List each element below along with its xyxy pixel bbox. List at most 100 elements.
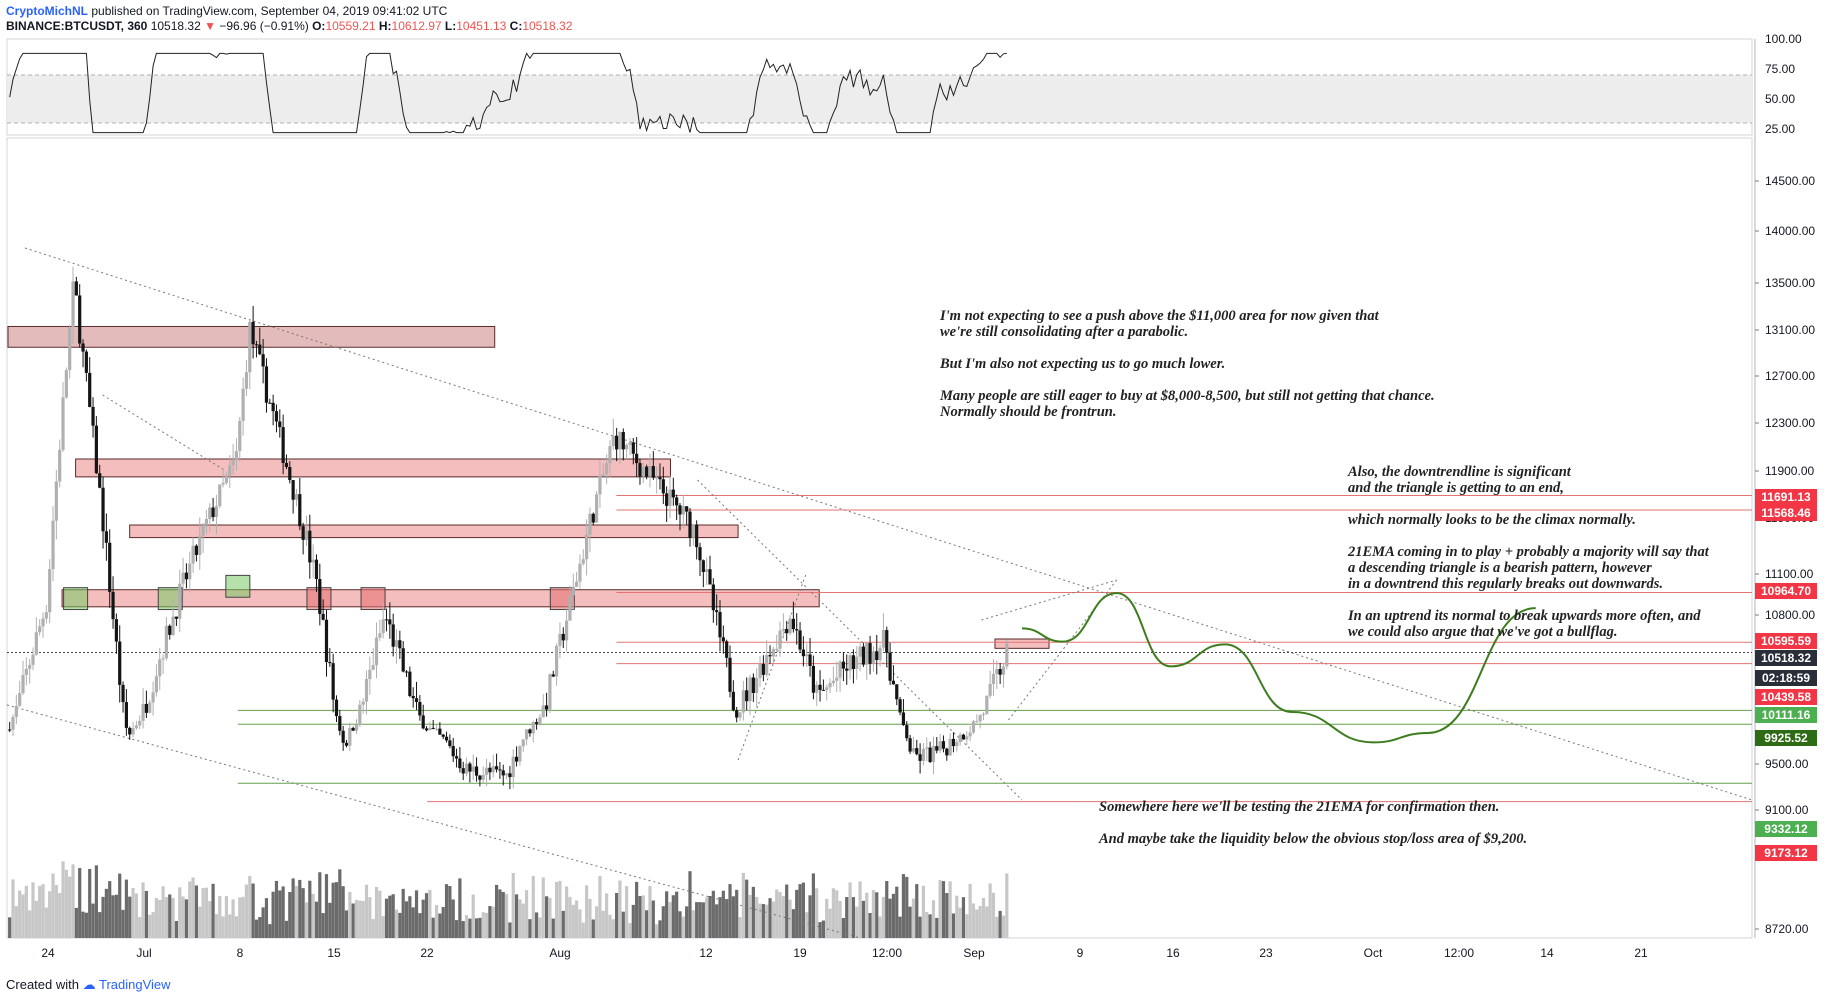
price-chart[interactable]: 100.00 75.00 50.00 25.00 I'm not expecting … <box>0 0 1828 970</box>
candle-body <box>775 648 779 650</box>
candle-body <box>895 684 899 700</box>
candle-body <box>528 729 532 734</box>
candle-body <box>334 699 339 717</box>
volume-bar <box>268 924 272 938</box>
resistance-zone <box>994 638 1050 649</box>
candle-body <box>725 641 729 658</box>
candle-body <box>705 569 709 573</box>
volume-bar <box>678 911 682 938</box>
candle-body <box>111 591 115 620</box>
candle-body <box>224 475 229 483</box>
rsi-tick-label: 50.00 <box>1765 92 1795 106</box>
candle-body <box>461 768 465 774</box>
volume-bar <box>918 916 922 938</box>
volume-bar <box>735 889 739 938</box>
candle-body <box>735 710 739 718</box>
x-tick-label: 9 <box>1077 946 1084 960</box>
volume-bar <box>234 916 239 938</box>
volume-bar <box>368 897 372 938</box>
candle-body <box>91 406 95 426</box>
candle-body <box>341 730 345 743</box>
candle-body <box>641 466 645 477</box>
volume-bar <box>351 903 355 938</box>
volume-bar <box>158 899 162 938</box>
volume-bar <box>261 907 265 938</box>
volume-bar <box>948 881 952 938</box>
x-tick-label: Sep <box>963 946 985 960</box>
volume-bar <box>414 890 419 938</box>
candle-body <box>691 524 695 538</box>
candle-body <box>424 728 429 731</box>
x-tick-label: Jul <box>136 946 151 960</box>
volume-bar <box>461 921 465 938</box>
volume-bar <box>11 879 15 938</box>
symbol-label[interactable]: BINANCE:BTCUSDT, 360 <box>6 19 148 33</box>
candle-body <box>791 618 795 630</box>
y-tick-label: 10800.00 <box>1765 608 1815 622</box>
created-with-label: Created with <box>6 977 79 992</box>
candle-body <box>298 494 302 527</box>
candle-body <box>214 506 219 518</box>
candle-body <box>71 281 75 328</box>
candle-body <box>268 402 272 404</box>
volume-bar <box>751 886 755 938</box>
volume-bar <box>211 883 215 938</box>
candle-body <box>191 545 195 564</box>
volume-bar <box>294 886 299 938</box>
annotation-line: Many people are still eager to buy at $8… <box>939 388 1435 404</box>
tradingview-link[interactable]: TradingView <box>99 977 171 992</box>
volume-bar <box>791 909 795 938</box>
x-tick-label: Aug <box>549 946 570 960</box>
candle-body <box>161 658 165 660</box>
volume-bar <box>191 877 195 938</box>
volume-bar <box>131 887 135 938</box>
candle-body <box>888 652 892 681</box>
volume-bar <box>898 916 902 938</box>
volume-bar <box>398 912 402 938</box>
candle-body <box>88 372 92 407</box>
candle-body <box>991 673 996 684</box>
resistance-zones <box>7 325 1050 649</box>
volume-bar <box>851 897 856 938</box>
volume-bar <box>481 912 485 938</box>
candle-body <box>768 655 772 657</box>
candle-body <box>204 518 209 526</box>
candle-body <box>765 655 769 675</box>
candle-body <box>94 425 98 474</box>
volume-bar <box>785 884 789 938</box>
volume-bar <box>168 894 172 938</box>
candle-body <box>701 560 705 573</box>
candle-body <box>364 679 369 702</box>
candle-body <box>258 344 262 355</box>
volume-bar <box>991 892 996 938</box>
candle-body <box>324 619 329 663</box>
candle-body <box>801 649 805 657</box>
candle-body <box>665 493 669 506</box>
candle-body <box>414 698 419 702</box>
candle-body <box>38 626 42 633</box>
volume-bar <box>71 864 75 938</box>
candle-body <box>314 559 319 580</box>
candle-body <box>254 344 259 346</box>
candle-body <box>598 475 602 495</box>
volume-bar <box>771 901 775 938</box>
time-axis[interactable]: 24 Jul 8 15 22 Aug 12 19 12:00 Sep 9 16 23 Oct 12:00 14… <box>41 946 1648 960</box>
volume-bar <box>848 882 852 938</box>
volume-bar <box>118 873 122 938</box>
ohlc-line: BINANCE:BTCUSDT, 360 10518.32 ▼ −96.96 (… <box>6 19 572 34</box>
price-tag <box>1755 650 1817 666</box>
author-link[interactable]: CryptoMichNL <box>6 4 88 18</box>
volume-bar <box>424 893 429 938</box>
price-tag <box>1755 670 1817 686</box>
volume-bar <box>14 906 18 938</box>
candle-body <box>858 646 862 657</box>
candle-body <box>531 722 535 734</box>
volume-bar <box>28 910 32 938</box>
volume-bar <box>865 892 869 938</box>
candle-body <box>228 465 232 476</box>
candle-body <box>211 507 215 518</box>
candle-body <box>785 628 789 634</box>
volume-bar <box>975 909 979 938</box>
candle-body <box>421 715 425 729</box>
candle-body <box>818 684 822 690</box>
